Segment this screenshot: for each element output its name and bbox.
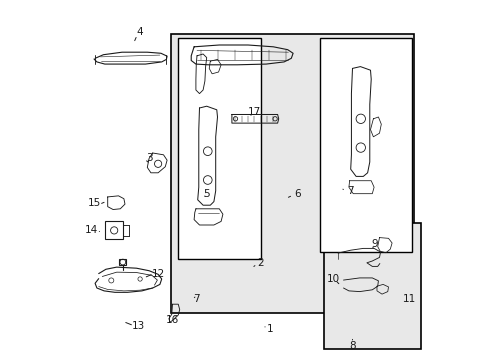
Text: 3: 3: [145, 153, 152, 163]
Text: 4: 4: [137, 27, 143, 37]
Bar: [178, 38, 260, 259]
Bar: [323, 223, 420, 349]
Text: 1: 1: [266, 324, 273, 334]
Text: 15: 15: [87, 198, 101, 208]
Text: 7: 7: [193, 294, 200, 304]
Text: 11: 11: [402, 294, 415, 304]
Text: 12: 12: [151, 269, 164, 279]
Text: 16: 16: [165, 315, 179, 325]
Text: 13: 13: [131, 321, 144, 331]
Bar: [119, 259, 126, 265]
Text: 5: 5: [203, 189, 209, 199]
Text: 8: 8: [348, 341, 355, 351]
Bar: [105, 221, 123, 239]
Text: 2: 2: [257, 258, 264, 268]
Bar: [170, 34, 413, 313]
Text: 10: 10: [326, 274, 340, 284]
Text: 6: 6: [294, 189, 301, 199]
Text: 17: 17: [247, 107, 260, 117]
Text: 7: 7: [346, 186, 352, 196]
Text: 14: 14: [85, 225, 98, 235]
Bar: [320, 38, 411, 252]
Text: 9: 9: [371, 239, 377, 249]
